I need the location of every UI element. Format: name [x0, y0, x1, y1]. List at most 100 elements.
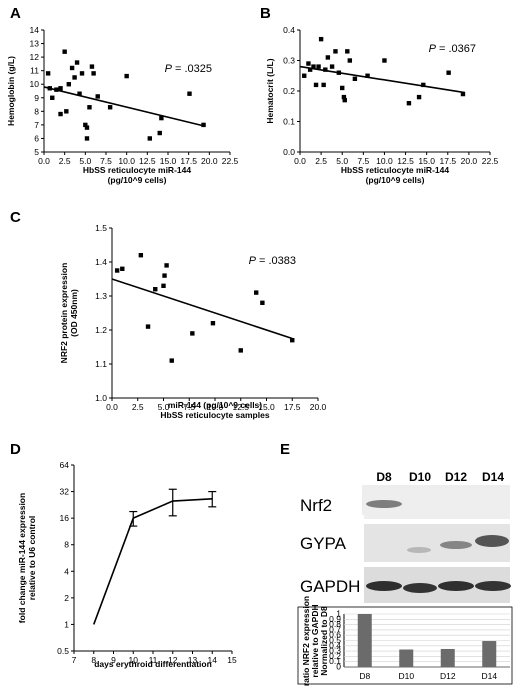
regression-line [111, 278, 293, 340]
x-tick-label: 22.5 [222, 156, 239, 166]
x-tick-label: 17.5 [440, 156, 457, 166]
y-tick-label: 0 [336, 662, 341, 672]
data-point [311, 64, 316, 69]
data-point [107, 105, 113, 110]
x-tick-label: 9 [111, 655, 116, 665]
x-tick-label: 10.0 [207, 402, 224, 412]
y-tick-label: 0.6 [329, 630, 341, 640]
y-tick-label: 1 [336, 609, 341, 619]
y-tick-label: 11 [30, 66, 39, 76]
chart-b: 0.0 2.5 5.0 7.5 10.0 12.5 15.0 17.5 20.0 22.5 0.0 0… [265, 25, 499, 185]
blot-lane-d12: D12 [445, 470, 467, 484]
y-axis-label-line: fold change miR-144 expression [17, 493, 27, 623]
y-tick-label: 7 [34, 120, 39, 130]
x-tick-label: 20.0 [461, 156, 478, 166]
x-tick-label: 0.0 [38, 156, 50, 166]
regression-line [43, 86, 206, 128]
x-tick-label: D10 [398, 671, 414, 681]
data-point [306, 61, 311, 66]
blot-lane-d8: D8 [376, 470, 392, 484]
data-point [323, 67, 328, 72]
data-point [159, 115, 164, 121]
data-point [313, 82, 319, 88]
x-tick-label: 7.5 [357, 156, 369, 166]
panel-letter-a: A [10, 5, 21, 22]
x-tick-label: 2.5 [132, 402, 144, 412]
band-gapdh-d14 [475, 581, 511, 591]
blot-row-gapdh: GAPDH [300, 577, 360, 596]
y-axis-label: Hemoglobin (g/L) [6, 56, 16, 126]
x-axis-label-line: HbSS reticulocyte miR-144 [341, 165, 449, 175]
y-tick-label: 14 [30, 25, 40, 35]
y-axis-label-line: (OD 450nm) [69, 289, 79, 337]
x-tick-label: 7 [72, 655, 77, 665]
data-point [162, 273, 167, 278]
data-point [333, 49, 338, 54]
x-tick-label: 5.0 [336, 156, 348, 166]
data-point [64, 109, 69, 114]
data-point [161, 283, 166, 288]
y-tick-label: 0.2 [283, 86, 295, 96]
data-point [84, 136, 90, 141]
data-point [342, 97, 347, 103]
p-value-number: = .0325 [172, 63, 212, 75]
data-point [302, 73, 307, 78]
y-tick-label: 2 [64, 593, 69, 603]
p-value-symbol: P [165, 63, 173, 75]
data-point [124, 73, 129, 79]
y-axis-label-line: Hematocrit (L/L) [265, 58, 275, 123]
data-point [238, 348, 243, 353]
band-gypa-d14 [475, 535, 509, 547]
data-point [318, 36, 324, 42]
x-tick-label: D8 [359, 671, 370, 681]
band-gypa-d10 [407, 547, 431, 553]
x-tick-label: 17.5 [284, 402, 301, 412]
data-point [120, 266, 125, 271]
y-tick-label: 0.2 [329, 651, 341, 661]
y-tick-label: 16 [60, 513, 70, 523]
blot-row-gypa: GYPA [300, 534, 347, 553]
y-tick-label: 1.2 [95, 325, 107, 335]
y-tick-label: 8 [34, 106, 39, 116]
bar-chart-frame [297, 606, 513, 685]
panel-letter-c: C [10, 209, 21, 226]
x-axis-label: HbSS reticulocyte miR-144 (pg/10^9 cells) [341, 165, 449, 185]
y-axis-label: fold change miR-144 expressionrelative t… [17, 493, 37, 623]
y-tick-label: 0.7 [329, 624, 341, 634]
y-tick-label: 8 [64, 540, 69, 550]
y-axis-label: NRF2 protein expression(OD 450nm) [59, 263, 79, 364]
blot-lane-d14: D14 [482, 470, 504, 484]
y-tick-label: 4 [64, 566, 69, 576]
y-tick-label: 13 [30, 39, 40, 49]
regression-line [299, 65, 465, 94]
y-tick-label: 0.3 [283, 56, 295, 66]
data-point [58, 86, 63, 91]
x-tick-label: 20.0 [201, 156, 218, 166]
y-axis-label: ratio NRF2 expressionrelative to GAPDHNo… [301, 596, 329, 686]
p-value-symbol: P [429, 43, 437, 55]
band-gapdh-d8 [366, 581, 402, 591]
y-tick-label: 1.4 [95, 257, 107, 267]
x-axis-label-line: (pg/10^9 cells) [108, 175, 167, 185]
data-point [145, 324, 151, 329]
x-axis-label-line: (pg/10^9 cells) [366, 175, 425, 185]
y-axis-label-line: NRF2 protein expression [59, 263, 69, 364]
band-gapdh-d10 [403, 583, 437, 593]
x-tick-label: 10.0 [118, 156, 135, 166]
x-tick-label: 2.5 [315, 156, 327, 166]
data-point [87, 105, 92, 110]
blot-lane-d10: D10 [409, 470, 431, 484]
p-value-annotation: P = .0367 [429, 43, 476, 55]
x-axis-label-line: HbSS reticulocyte samples [160, 410, 269, 420]
data-point [91, 71, 96, 76]
bar [440, 648, 455, 667]
data-point [164, 263, 169, 268]
data-point [72, 75, 77, 80]
band-nrf2-d8 [366, 500, 402, 508]
x-tick-label: 10 [129, 655, 139, 665]
y-tick-label: 0.0 [283, 147, 295, 157]
chart-e: 00.10.20.30.40.50.60.70.80.91 D8 D10 D12 D14… [297, 596, 513, 686]
data-point [157, 130, 162, 136]
p-value-number: = .0383 [256, 255, 296, 267]
data-point [446, 70, 451, 75]
